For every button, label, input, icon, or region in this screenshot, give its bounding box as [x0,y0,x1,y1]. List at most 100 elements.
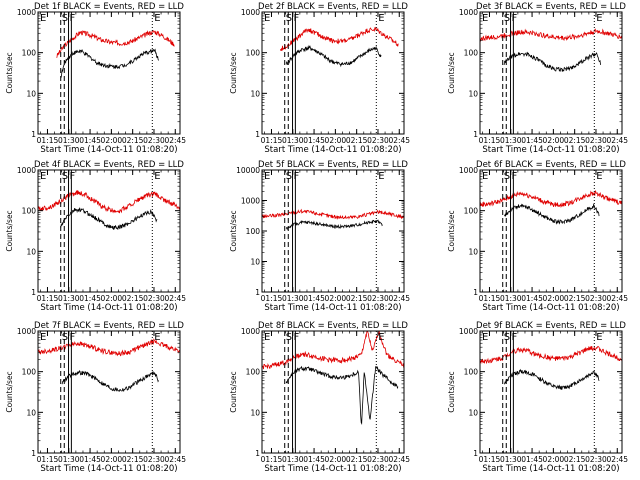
marker-label-end-e: E [378,171,384,182]
marker-label-end-e: E [596,171,602,182]
x-tick-label: 01:45 [521,455,543,464]
y-axis-label: Counts/sec [447,371,456,412]
x-tick-label: 02:00 [543,136,565,145]
x-tick-label: 02:30 [585,455,607,464]
x-tick-label: 01:45 [303,294,325,303]
x-tick-label: 02:30 [585,136,607,145]
x-tick-label: 02:45 [606,455,628,464]
x-tick-label: 01:45 [79,136,101,145]
y-tick-label: 10 [26,408,36,417]
panel-title: Det 3f BLACK = Events, RED = LLD [476,2,626,12]
x-tick-label: 02:45 [388,294,410,303]
events-series [61,369,159,392]
marker-label-end-e: E [378,332,384,343]
y-axis-label: Counts/sec [229,371,238,412]
y-tick-label: 1 [255,449,260,458]
x-tick-label: 01:45 [79,455,101,464]
marker-label-s: S [286,13,292,24]
x-tick-label: 02:15 [346,136,368,145]
marker-label-f: F [294,332,300,343]
y-tick-label: 10 [468,89,478,98]
y-axis-label: Counts/sec [447,210,456,251]
x-tick-label: 02:30 [143,455,165,464]
x-tick-label: 01:15 [479,136,501,145]
plot-frame [479,11,623,135]
lld-series [56,30,175,58]
x-tick-label: 02:15 [122,455,144,464]
x-tick-label: 02:15 [122,294,144,303]
y-tick-label: 1 [255,288,260,297]
marker-label-f: F [512,171,518,182]
plot-area [56,30,175,78]
marker-label-e: E [264,332,270,343]
x-tick-label: 02:00 [325,136,347,145]
marker-label-f: F [294,13,300,24]
y-tick-label: 1 [473,130,478,139]
y-tick-label: 1000 [459,327,478,336]
y-tick-label: 1 [255,130,260,139]
marker-label-s: S [62,13,68,24]
y-tick-label: 100 [22,368,37,377]
events-series [504,368,600,390]
x-tick-label: 01:30 [282,455,304,464]
y-tick-label: 1000 [241,8,260,17]
x-tick-label: 02:45 [606,136,628,145]
plot-area [480,189,622,225]
x-tick-label: 01:15 [261,455,283,464]
x-tick-label: 02:15 [122,136,144,145]
x-tick-label: 01:30 [500,455,522,464]
x-tick-label: 01:15 [261,136,283,145]
x-tick-label: 02:45 [388,136,410,145]
events-series [285,365,399,425]
marker-label-s: S [286,332,292,343]
y-tick-label: 100 [464,207,479,216]
x-tick-label: 02:45 [606,294,628,303]
marker-label-e: E [482,332,488,343]
x-tick-label: 02:00 [543,455,565,464]
y-tick-label: 1000 [241,197,260,206]
x-tick-label: 01:45 [303,455,325,464]
marker-label-e: E [264,13,270,24]
x-tick-label: 01:45 [521,294,543,303]
panel-title: Det 7f BLACK = Events, RED = LLD [34,321,184,331]
plot-frame [479,330,623,454]
y-tick-label: 1 [31,130,36,139]
marker-label-s: S [504,13,510,24]
marker-label-f: F [70,332,76,343]
x-tick-label: 01:30 [282,136,304,145]
x-tick-label: 01:30 [500,136,522,145]
marker-label-end-e: E [154,332,160,343]
x-tick-label: 02:15 [564,294,586,303]
x-tick-label: 01:45 [303,136,325,145]
y-tick-label: 10 [250,89,260,98]
events-series [285,44,382,68]
x-tick-label: 01:15 [37,136,59,145]
panel-title: Det 4f BLACK = Events, RED = LLD [34,160,184,170]
plot-area [262,331,404,425]
plot-frame [261,11,405,135]
marker-label-s: S [62,332,68,343]
plot-area [280,26,399,68]
events-series [504,203,600,225]
x-tick-label: 01:15 [261,294,283,303]
marker-label-e: E [264,171,270,182]
y-tick-label: 10000 [236,166,260,175]
x-tick-label: 02:15 [346,455,368,464]
panel-title: Det 8f BLACK = Events, RED = LLD [258,321,408,331]
marker-label-e: E [482,13,488,24]
y-tick-label: 10 [468,247,478,256]
x-axis-label: Start Time (14-Oct-11 01:08:20) [482,464,619,474]
x-axis-label: Start Time (14-Oct-11 01:08:20) [482,303,619,313]
x-tick-label: 02:45 [164,136,186,145]
x-axis-label: Start Time (14-Oct-11 01:08:20) [40,303,177,313]
marker-label-e: E [482,171,488,182]
plot-area [262,208,404,231]
lld-series [280,26,399,52]
lld-series [38,190,180,214]
marker-label-s: S [504,171,510,182]
